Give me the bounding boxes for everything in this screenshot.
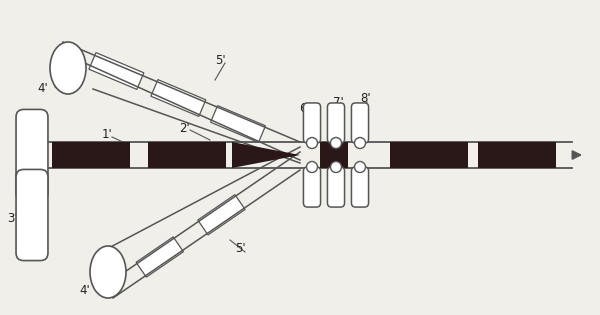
FancyBboxPatch shape [304,103,320,143]
Text: 7': 7' [332,96,343,110]
Polygon shape [232,142,300,168]
Text: 4': 4' [79,284,90,296]
Bar [89,53,144,89]
Circle shape [307,138,317,148]
FancyBboxPatch shape [352,167,368,207]
FancyBboxPatch shape [328,103,344,143]
FancyBboxPatch shape [352,103,368,143]
Text: 8': 8' [361,91,371,105]
Text: 4': 4' [37,82,48,94]
Ellipse shape [90,246,126,298]
Text: 6': 6' [299,101,310,114]
Bar [148,142,226,168]
Text: 5': 5' [235,242,245,255]
Text: 3': 3' [7,211,18,225]
Circle shape [355,162,365,173]
FancyBboxPatch shape [16,169,48,261]
Bar [478,142,556,168]
Text: 2': 2' [179,122,190,135]
Bar [136,237,184,277]
Circle shape [331,162,341,173]
Ellipse shape [50,42,86,94]
FancyBboxPatch shape [304,167,320,207]
FancyBboxPatch shape [328,167,344,207]
Text: 1': 1' [101,129,112,141]
Bar [52,142,130,168]
Bar [390,142,468,168]
FancyBboxPatch shape [16,109,48,201]
Bar [211,106,265,142]
Bar [151,80,206,117]
Bar [320,142,348,168]
Bar [198,195,245,235]
Text: 5': 5' [215,54,226,66]
Circle shape [355,138,365,148]
Circle shape [307,162,317,173]
Circle shape [331,138,341,148]
